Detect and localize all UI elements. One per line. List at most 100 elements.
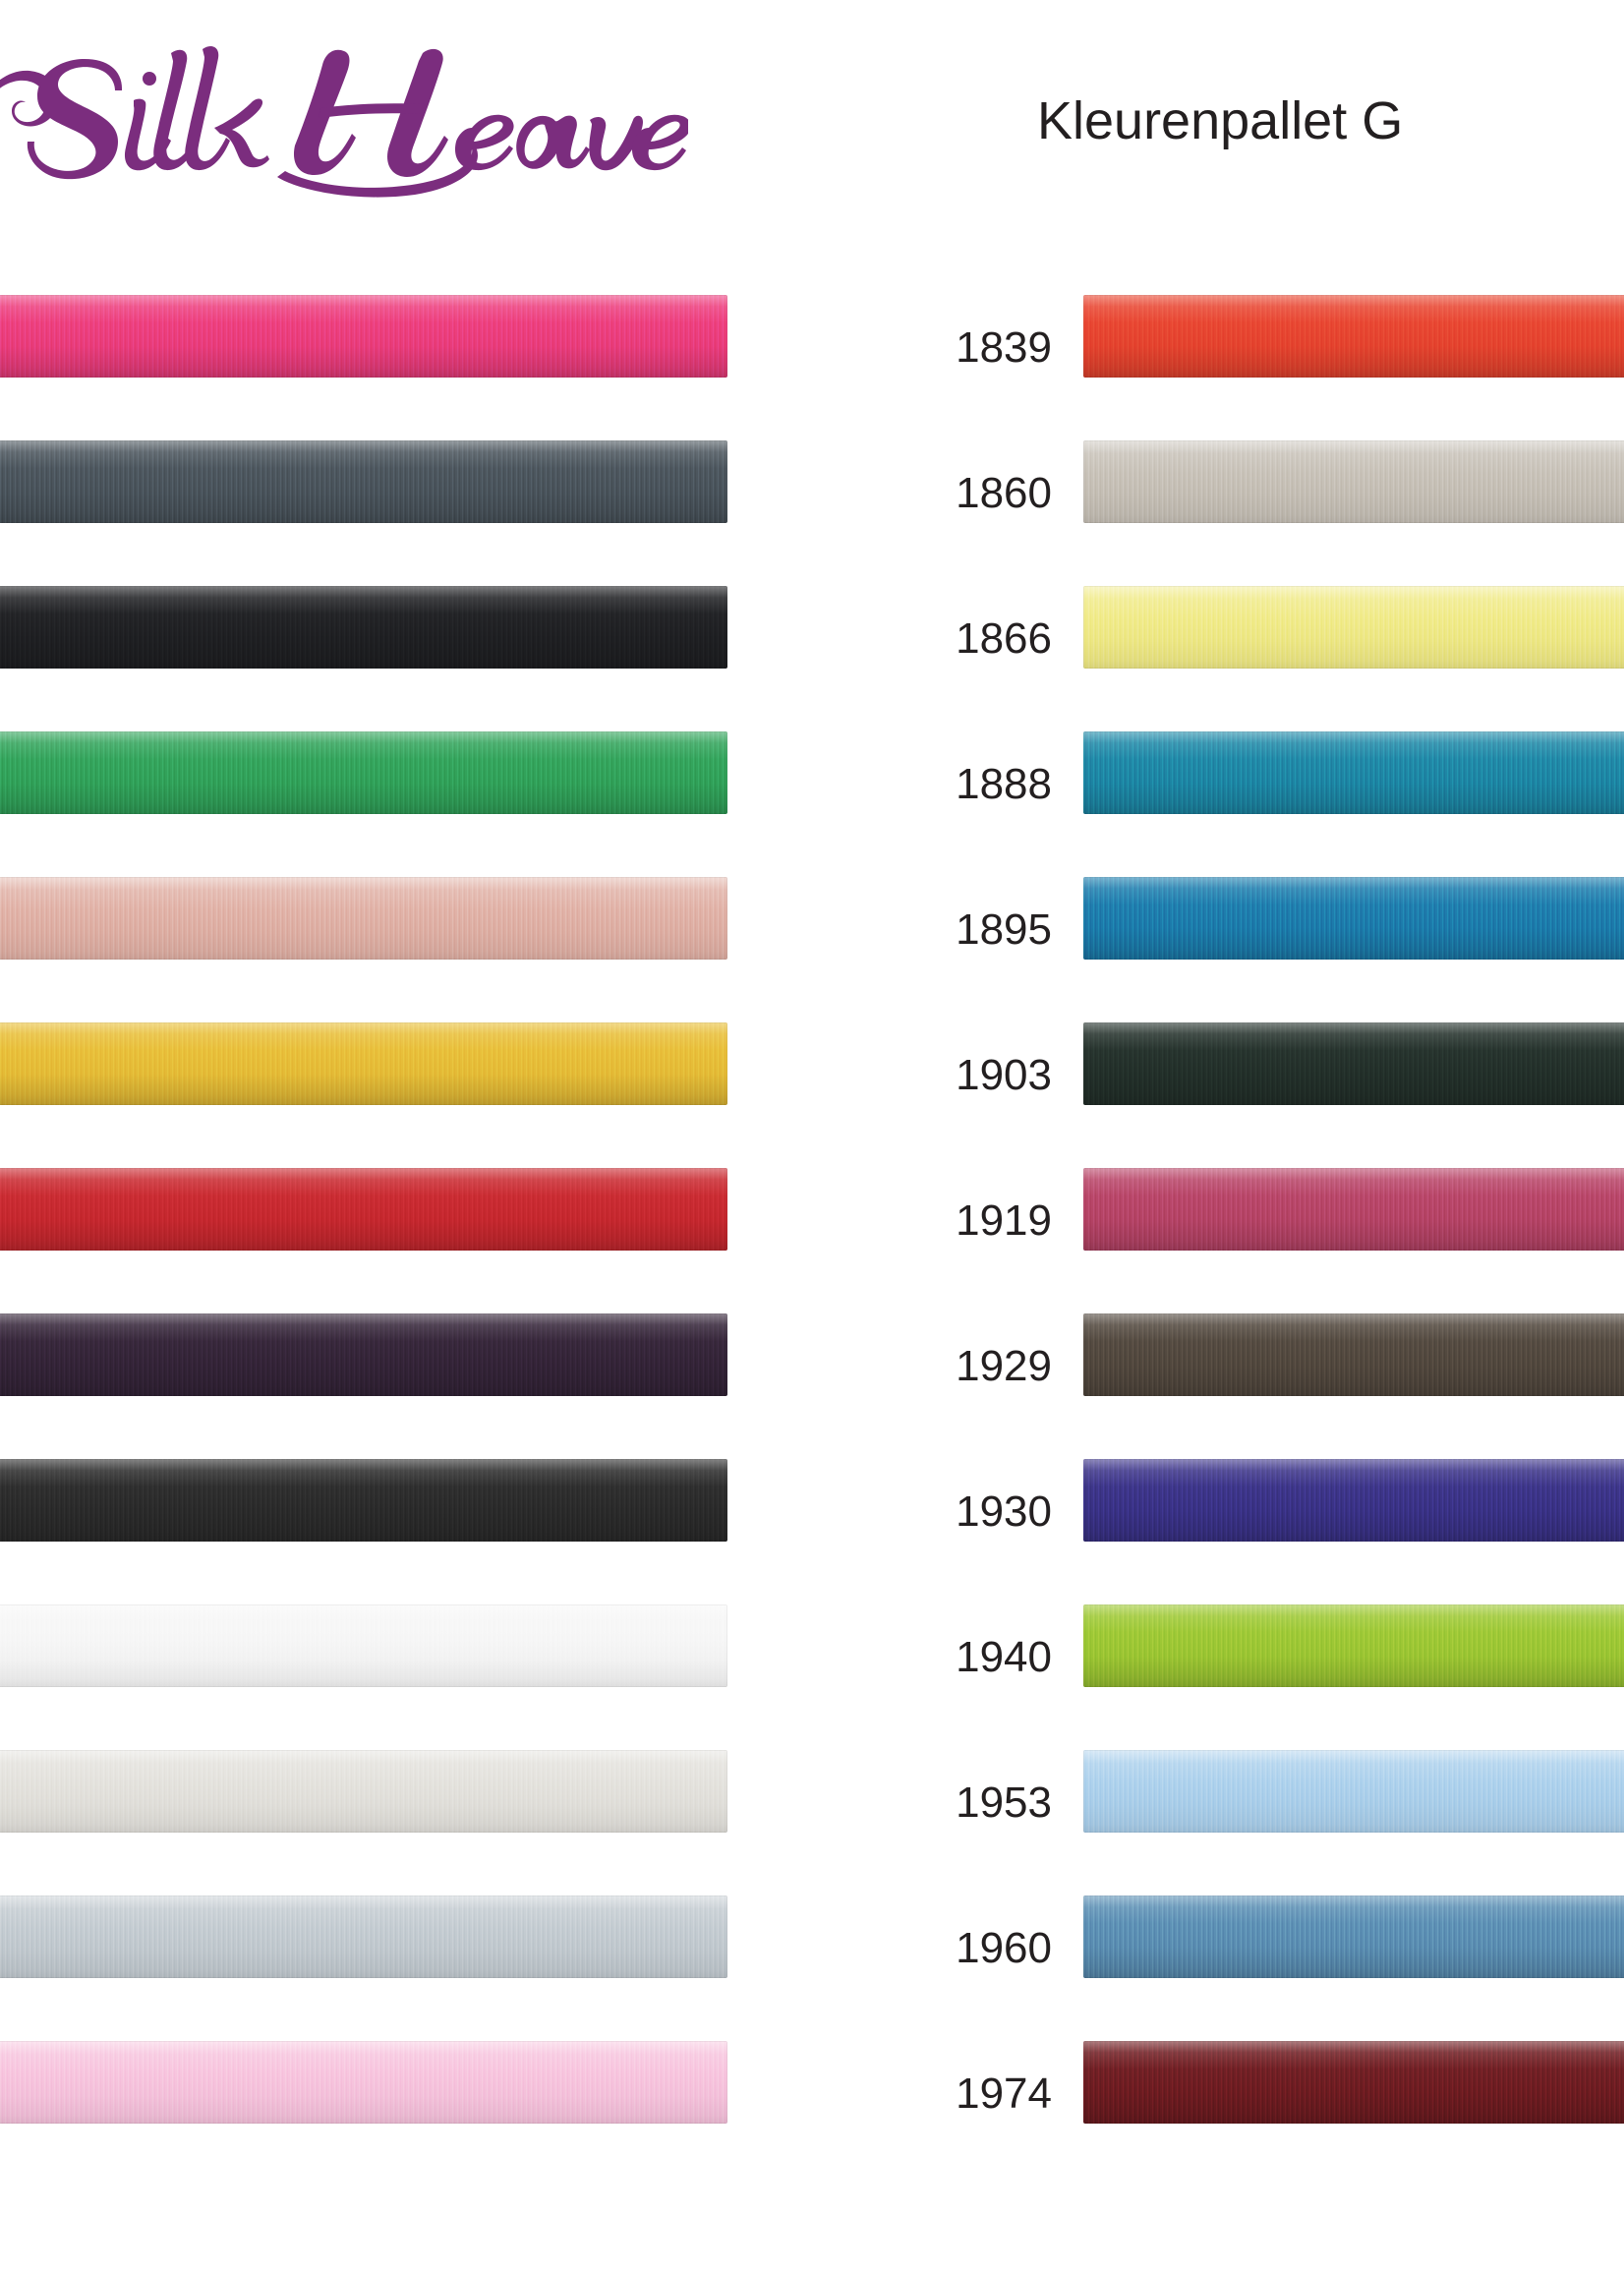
- swatch-thread-texture: [1083, 877, 1624, 960]
- swatch-thread-texture: [1083, 2041, 1624, 2124]
- palette-column-right: 1839 1860 1866 1888 1895 1903 1919 1929 1930 1940…: [865, 283, 1624, 2175]
- swatch-base: [0, 586, 727, 669]
- swatch-color-bar: [1083, 1750, 1624, 1833]
- swatch-color-bar: [0, 2041, 727, 2124]
- swatch-sheen: [0, 295, 727, 378]
- swatch-row: 1930: [865, 1447, 1624, 1593]
- swatch-row: 1974: [865, 2029, 1624, 2175]
- swatch-edge: [1083, 877, 1624, 960]
- swatch-color-bar: [0, 440, 727, 523]
- swatch-row: 1903: [865, 1011, 1624, 1156]
- swatch-color-bar: [0, 586, 727, 669]
- swatch-color-bar: [1083, 1022, 1624, 1105]
- swatch-edge: [1083, 1313, 1624, 1396]
- swatch-edge: [0, 731, 727, 814]
- swatch-row: 1953: [865, 1738, 1624, 1884]
- swatch-color-bar: [1083, 877, 1624, 960]
- swatch-color-bar: [1083, 1604, 1624, 1687]
- swatch-sheen: [0, 1459, 727, 1542]
- swatch-base: [1083, 1459, 1624, 1542]
- swatch-code: 1960: [956, 1924, 1052, 1972]
- swatch-sheen: [0, 1895, 727, 1978]
- swatch-edge: [0, 1895, 727, 1978]
- swatch-code: 1903: [956, 1051, 1052, 1099]
- swatch-row: 1839: [865, 283, 1624, 429]
- swatch-sheen: [1083, 440, 1624, 523]
- swatch-code: 1888: [956, 760, 1052, 808]
- swatch-sheen: [0, 1313, 727, 1396]
- swatch-sheen: [1083, 1022, 1624, 1105]
- swatch-sheen: [0, 877, 727, 960]
- swatch-base: [0, 440, 727, 523]
- swatch-edge: [0, 1022, 727, 1105]
- swatch-edge: [1083, 1168, 1624, 1251]
- swatch-sheen: [1083, 1895, 1624, 1978]
- swatch-color-bar: [0, 1604, 727, 1687]
- swatch-thread-texture: [0, 731, 727, 814]
- swatch-code: 1929: [956, 1342, 1052, 1390]
- swatch-code: 1953: [956, 1778, 1052, 1827]
- swatch-code: 1974: [956, 2070, 1052, 2118]
- swatch-sheen: [0, 1750, 727, 1833]
- swatch-sheen: [1083, 586, 1624, 669]
- silk-heaven-logo-icon: [0, 46, 688, 198]
- swatch-edge: [1083, 731, 1624, 814]
- swatch-base: [1083, 2041, 1624, 2124]
- swatch-thread-texture: [0, 586, 727, 669]
- swatch-sheen: [1083, 1313, 1624, 1396]
- swatch-row: [0, 720, 727, 865]
- swatch-edge: [0, 1459, 727, 1542]
- swatch-edge: [0, 295, 727, 378]
- swatch-edge: [0, 2041, 727, 2124]
- swatch-thread-texture: [0, 1168, 727, 1251]
- page-title: Kleurenpallet G: [1037, 91, 1404, 150]
- swatch-row: 1866: [865, 574, 1624, 720]
- swatch-thread-texture: [0, 295, 727, 378]
- swatch-sheen: [1083, 1459, 1624, 1542]
- swatch-edge: [0, 1313, 727, 1396]
- swatch-sheen: [0, 586, 727, 669]
- swatch-code: 1930: [956, 1487, 1052, 1536]
- swatch-row: [0, 1593, 727, 1738]
- swatch-row: 1960: [865, 1884, 1624, 2029]
- swatch-color-bar: [1083, 1313, 1624, 1396]
- swatch-base: [1083, 295, 1624, 378]
- swatch-code: 1940: [956, 1633, 1052, 1681]
- swatch-edge: [1083, 1022, 1624, 1105]
- swatch-edge: [0, 586, 727, 669]
- swatch-row: [0, 865, 727, 1011]
- swatch-edge: [1083, 1459, 1624, 1542]
- swatch-row: [0, 2029, 727, 2175]
- swatch-edge: [0, 1750, 727, 1833]
- swatch-edge: [1083, 295, 1624, 378]
- swatch-edge: [0, 877, 727, 960]
- swatch-edge: [1083, 1604, 1624, 1687]
- swatch-base: [0, 295, 727, 378]
- swatch-row: [0, 1447, 727, 1593]
- swatch-color-bar: [0, 1022, 727, 1105]
- swatch-color-bar: [0, 1168, 727, 1251]
- swatch-row: [0, 1302, 727, 1447]
- swatch-color-bar: [0, 1895, 727, 1978]
- swatch-edge: [0, 1604, 727, 1687]
- swatch-thread-texture: [1083, 1604, 1624, 1687]
- swatch-thread-texture: [1083, 1022, 1624, 1105]
- swatch-sheen: [1083, 1750, 1624, 1833]
- swatch-thread-texture: [1083, 1313, 1624, 1396]
- swatch-sheen: [0, 1168, 727, 1251]
- swatch-base: [1083, 877, 1624, 960]
- swatch-row: 1860: [865, 429, 1624, 574]
- swatch-edge: [1083, 440, 1624, 523]
- swatch-row: [0, 1156, 727, 1302]
- swatch-color-bar: [1083, 440, 1624, 523]
- swatch-base: [1083, 731, 1624, 814]
- swatch-row: 1895: [865, 865, 1624, 1011]
- swatch-code: 1895: [956, 905, 1052, 954]
- swatch-row: [0, 1884, 727, 2029]
- swatch-thread-texture: [1083, 1895, 1624, 1978]
- swatch-thread-texture: [0, 1313, 727, 1396]
- swatch-base: [1083, 1313, 1624, 1396]
- swatch-row: 1919: [865, 1156, 1624, 1302]
- swatch-base: [0, 1313, 727, 1396]
- swatch-row: 1940: [865, 1593, 1624, 1738]
